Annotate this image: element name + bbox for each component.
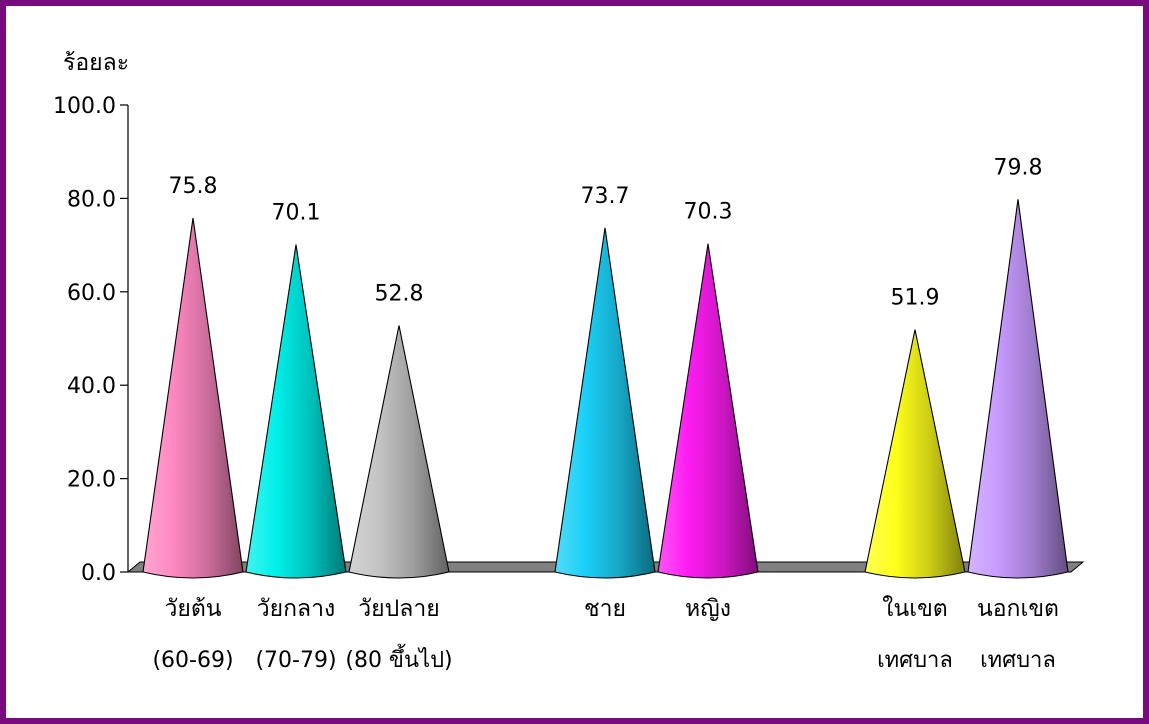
- cone-bar: [967, 199, 1069, 579]
- cone-bar: [245, 244, 347, 579]
- x-category-sublabel: เทศบาล: [980, 648, 1056, 673]
- data-value-label: 52.8: [375, 281, 424, 306]
- y-tick-label: 100.0: [53, 94, 116, 119]
- y-axis-label: ร้อยละ: [63, 50, 129, 76]
- data-value-label: 70.3: [684, 200, 733, 225]
- data-value-label: 51.9: [891, 286, 940, 311]
- y-tick-label: 40.0: [67, 374, 116, 399]
- x-category-sublabel: (60-69): [152, 648, 233, 673]
- x-category-label: วัยปลาย: [358, 596, 439, 622]
- x-category-label: ในเขต: [882, 595, 947, 622]
- data-value-label: 79.8: [994, 155, 1043, 180]
- y-tick-label: 60.0: [67, 281, 116, 306]
- cone-bar: [348, 325, 450, 579]
- x-category-sublabel: (80 ขึ้นไป): [345, 644, 452, 673]
- x-category-sublabel: เทศบาล: [877, 648, 953, 673]
- y-tick-label: 20.0: [67, 468, 116, 493]
- x-category-label: วัยกลาง: [257, 596, 336, 622]
- x-category-label: ชาย: [584, 596, 626, 622]
- x-category-label: วัยต้น: [164, 596, 221, 622]
- x-category-sublabel: (70-79): [255, 648, 336, 673]
- cone-bar: [864, 329, 966, 579]
- x-category-label: หญิง: [685, 596, 731, 622]
- y-tick-label: 80.0: [67, 187, 116, 212]
- data-value-label: 70.1: [272, 201, 321, 226]
- x-category-label: นอกเขต: [977, 596, 1059, 622]
- data-value-label: 75.8: [169, 174, 218, 199]
- data-value-label: 73.7: [581, 184, 630, 209]
- cone-bar: [657, 243, 759, 579]
- cone-bar: [142, 217, 244, 579]
- cone-bar: [554, 227, 656, 579]
- y-tick-label: 0.0: [81, 561, 116, 586]
